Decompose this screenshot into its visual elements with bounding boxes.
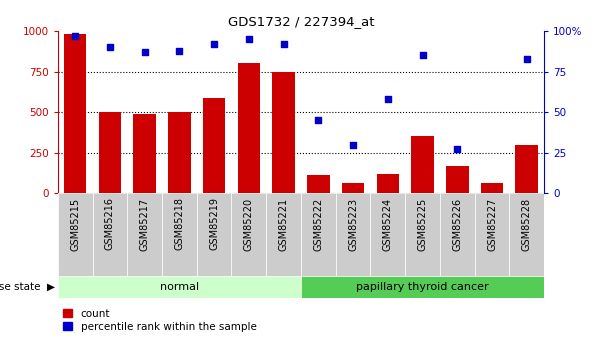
Text: GSM85222: GSM85222 bbox=[313, 197, 323, 251]
Point bbox=[383, 96, 393, 102]
Bar bbox=[446, 166, 469, 193]
FancyBboxPatch shape bbox=[58, 193, 92, 278]
Text: disease state  ▶: disease state ▶ bbox=[0, 282, 55, 292]
Bar bbox=[481, 184, 503, 193]
Point bbox=[71, 33, 80, 39]
FancyBboxPatch shape bbox=[162, 193, 197, 278]
Bar bbox=[411, 136, 434, 193]
Bar bbox=[272, 71, 295, 193]
Text: GSM85218: GSM85218 bbox=[174, 197, 184, 250]
Text: GSM85215: GSM85215 bbox=[70, 197, 80, 250]
Text: GSM85224: GSM85224 bbox=[383, 197, 393, 250]
Point bbox=[418, 52, 427, 58]
Bar bbox=[203, 98, 226, 193]
Bar bbox=[133, 114, 156, 193]
Text: GSM85221: GSM85221 bbox=[278, 197, 289, 250]
Text: GSM85223: GSM85223 bbox=[348, 197, 358, 250]
FancyBboxPatch shape bbox=[510, 193, 544, 278]
Point bbox=[244, 37, 254, 42]
Title: GDS1732 / 227394_at: GDS1732 / 227394_at bbox=[228, 16, 374, 29]
Bar bbox=[168, 112, 191, 193]
Text: normal: normal bbox=[160, 282, 199, 292]
FancyBboxPatch shape bbox=[475, 193, 510, 278]
FancyBboxPatch shape bbox=[336, 193, 370, 278]
Point bbox=[140, 49, 150, 55]
Point bbox=[314, 117, 323, 123]
Text: GSM85225: GSM85225 bbox=[418, 197, 427, 251]
Text: GSM85226: GSM85226 bbox=[452, 197, 462, 250]
Point bbox=[209, 41, 219, 47]
Point bbox=[522, 56, 531, 61]
Bar bbox=[516, 145, 538, 193]
FancyBboxPatch shape bbox=[370, 193, 405, 278]
Text: papillary thyroid cancer: papillary thyroid cancer bbox=[356, 282, 489, 292]
Point bbox=[105, 45, 115, 50]
Bar bbox=[238, 63, 260, 193]
FancyBboxPatch shape bbox=[301, 276, 544, 298]
Text: GSM85227: GSM85227 bbox=[487, 197, 497, 251]
FancyBboxPatch shape bbox=[197, 193, 232, 278]
FancyBboxPatch shape bbox=[440, 193, 475, 278]
FancyBboxPatch shape bbox=[266, 193, 301, 278]
Point bbox=[174, 48, 184, 53]
Text: GSM85217: GSM85217 bbox=[140, 197, 150, 250]
Text: GSM85228: GSM85228 bbox=[522, 197, 532, 250]
Text: GSM85216: GSM85216 bbox=[105, 197, 115, 250]
Point bbox=[278, 41, 288, 47]
Bar bbox=[64, 34, 86, 193]
Text: GSM85219: GSM85219 bbox=[209, 197, 219, 250]
Bar bbox=[98, 112, 121, 193]
Text: GSM85220: GSM85220 bbox=[244, 197, 254, 250]
FancyBboxPatch shape bbox=[405, 193, 440, 278]
FancyBboxPatch shape bbox=[127, 193, 162, 278]
FancyBboxPatch shape bbox=[232, 193, 266, 278]
Point bbox=[348, 142, 358, 147]
Bar bbox=[376, 174, 399, 193]
Bar bbox=[342, 183, 364, 193]
FancyBboxPatch shape bbox=[301, 193, 336, 278]
Point bbox=[452, 147, 462, 152]
Bar bbox=[307, 175, 330, 193]
FancyBboxPatch shape bbox=[58, 276, 301, 298]
FancyBboxPatch shape bbox=[92, 193, 127, 278]
Legend: count, percentile rank within the sample: count, percentile rank within the sample bbox=[63, 309, 257, 332]
